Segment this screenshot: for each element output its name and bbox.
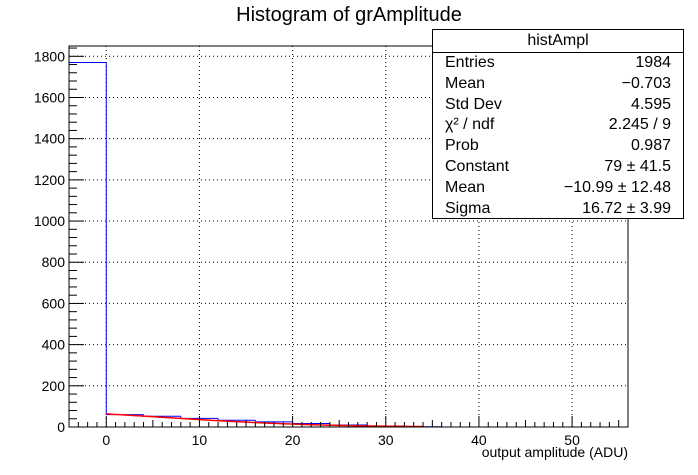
y-tick-label: 800 xyxy=(42,254,66,270)
stat-row-prob: Prob 0.987 xyxy=(433,136,683,157)
stat-row-mean: Mean −0.703 xyxy=(433,74,683,95)
stats-box: histAmpl Entries 1984 Mean −0.703 Std De… xyxy=(432,29,684,219)
x-tick-label: 40 xyxy=(471,432,487,448)
stat-row-constant: Constant 79 ± 41.5 xyxy=(433,157,683,178)
x-tick-label: 10 xyxy=(192,432,208,448)
x-tick-label: 0 xyxy=(102,432,110,448)
stat-row-entries: Entries 1984 xyxy=(433,53,683,74)
stat-value: 79 ± 41.5 xyxy=(604,157,671,175)
stat-row-sigma: Sigma 16.72 ± 3.99 xyxy=(433,199,683,220)
chart-title: Histogram of grAmplitude xyxy=(236,4,462,26)
x-tick-label: 50 xyxy=(564,432,580,448)
stat-label: Constant xyxy=(445,157,510,175)
stat-label: Std Dev xyxy=(445,95,502,113)
x-tick-label: 20 xyxy=(285,432,301,448)
stat-label: Mean xyxy=(445,178,486,196)
y-tick-label: 1000 xyxy=(34,213,65,229)
stat-row-chi2-ndf: χ² / ndf 2.245 / 9 xyxy=(433,115,683,136)
stat-row-std-dev: Std Dev 4.595 xyxy=(433,95,683,116)
stat-value: 16.72 ± 3.99 xyxy=(582,199,671,217)
stat-label: Mean xyxy=(445,74,486,92)
stat-label: Entries xyxy=(445,54,495,71)
stat-row-fit-mean: Mean −10.99 ± 12.48 xyxy=(433,178,683,199)
stat-value: 0.987 xyxy=(630,137,671,155)
y-tick-label: 1600 xyxy=(34,89,65,105)
y-tick-label: 400 xyxy=(42,337,66,353)
axes: 0 10 20 30 40 50 0 200 400 600 800 1000 1200 1400 1600… xyxy=(34,47,629,448)
x-axis-label: output amplitude (ADU) xyxy=(481,444,628,460)
stat-value: 4.595 xyxy=(630,95,671,113)
x-tick-label: 30 xyxy=(378,432,394,448)
stat-label: Prob xyxy=(445,137,479,155)
stats-box-title: histAmpl xyxy=(433,30,683,53)
stat-label: Sigma xyxy=(445,199,491,217)
stat-value: −0.703 xyxy=(621,74,671,92)
stat-value: 2.245 / 9 xyxy=(608,116,671,134)
y-tick-label: 1200 xyxy=(34,172,65,188)
y-tick-label: 0 xyxy=(57,419,65,435)
y-tick-label: 200 xyxy=(42,378,66,394)
y-tick-label: 1800 xyxy=(34,48,65,64)
y-tick-label: 600 xyxy=(42,295,66,311)
stat-label: χ² / ndf xyxy=(445,116,495,134)
stat-value: 1984 xyxy=(635,54,671,71)
y-tick-label: 1400 xyxy=(34,131,65,147)
stat-value: −10.99 ± 12.48 xyxy=(563,178,671,196)
